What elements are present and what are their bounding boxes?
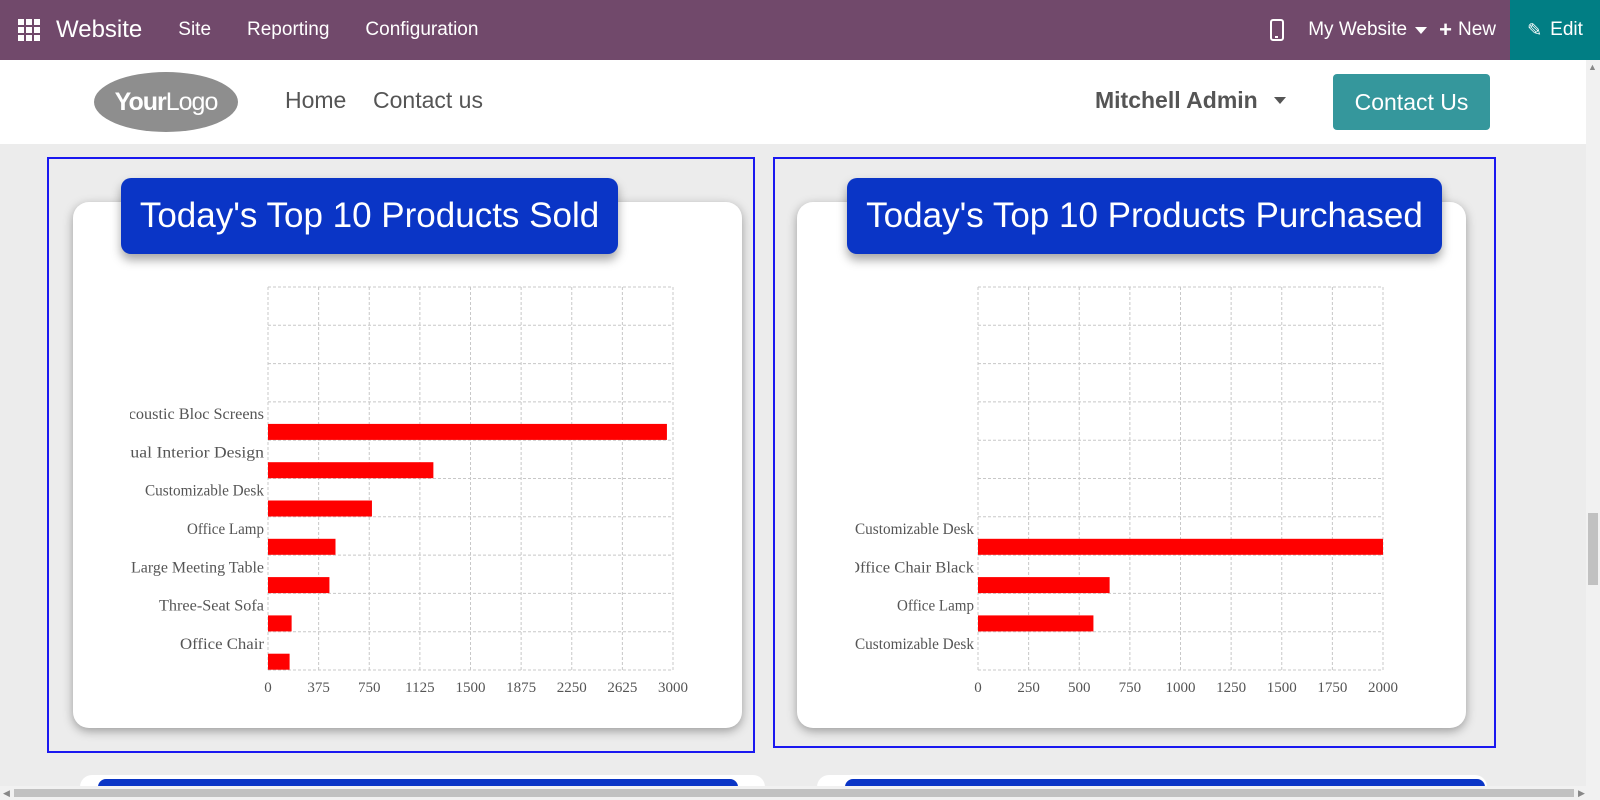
- panel-products-sold: [47, 157, 755, 753]
- category-label: Customizable Desk: [855, 636, 974, 653]
- user-name: Mitchell Admin: [1095, 87, 1258, 113]
- edit-button[interactable]: ✎ Edit: [1510, 0, 1600, 60]
- new-button[interactable]: + New: [1439, 17, 1496, 43]
- scroll-left-arrow-icon[interactable]: ◀: [3, 788, 10, 798]
- bar[interactable]: [268, 423, 667, 440]
- bar[interactable]: [978, 577, 1110, 594]
- category-label: Office Lamp: [187, 521, 264, 538]
- logo-text: Logo: [165, 87, 219, 116]
- bar-chart-products-sold: 0 375 750 1125 1500 1875 2250 2625 3000 Acoustic …: [130, 286, 688, 696]
- menu-configuration[interactable]: Configuration: [365, 19, 479, 40]
- nav-home[interactable]: Home: [285, 87, 347, 113]
- bar[interactable]: [268, 615, 292, 632]
- category-label: Virtual Interior Design: [130, 444, 264, 461]
- category-label: Acoustic Bloc Screens: [130, 406, 264, 423]
- category-label: Office Chair Black: [855, 559, 974, 576]
- site-logo[interactable]: Your Logo: [94, 72, 238, 132]
- caret-down-icon: [1415, 26, 1428, 34]
- scroll-right-arrow-icon[interactable]: ▶: [1578, 788, 1585, 798]
- bar[interactable]: [268, 538, 336, 555]
- x-tick-label: 750: [1119, 680, 1142, 696]
- caret-down-icon: [1273, 97, 1286, 104]
- mobile-preview-icon[interactable]: [1270, 19, 1285, 41]
- x-tick-label: 3000: [658, 680, 688, 696]
- new-button-label: New: [1457, 19, 1496, 40]
- category-label: Large Meeting Table: [131, 559, 264, 576]
- panel-products-purchased: [773, 157, 1496, 748]
- scroll-up-arrow-icon[interactable]: ▲: [1588, 62, 1597, 72]
- website-header: Your Logo Home Contact us Mitchell Admin …: [0, 60, 1586, 144]
- x-tick-label: 0: [264, 680, 272, 696]
- card-title-products-purchased: Today's Top 10 Products Purchased: [847, 178, 1442, 254]
- website-selector[interactable]: My Website: [1308, 19, 1428, 41]
- x-tick-label: 1500: [1267, 680, 1297, 696]
- nav-contact-us[interactable]: Contact us: [373, 87, 483, 113]
- card-title-products-sold: Today's Top 10 Products Sold: [121, 178, 618, 254]
- bar[interactable]: [268, 500, 372, 517]
- x-tick-label: 250: [1017, 680, 1040, 696]
- x-tick-label: 1125: [405, 680, 434, 696]
- category-label: Three-Seat Sofa: [159, 598, 264, 615]
- logo-bold-text: Your: [114, 87, 167, 116]
- card-products-purchased: [797, 202, 1466, 728]
- category-label: Customizable Desk: [145, 483, 264, 500]
- x-tick-label: 375: [307, 680, 330, 696]
- edit-button-label: Edit: [1550, 19, 1583, 40]
- plus-icon: +: [1439, 17, 1452, 42]
- x-tick-label: 500: [1068, 680, 1091, 696]
- admin-topbar: Website Site Reporting Configuration My …: [0, 0, 1600, 60]
- x-tick-label: 1500: [456, 680, 486, 696]
- x-tick-label: 0: [974, 680, 982, 696]
- category-label: Office Lamp: [897, 598, 974, 615]
- category-label: Customizable Desk: [855, 521, 974, 538]
- x-tick-label: 1875: [506, 680, 536, 696]
- apps-grid-icon[interactable]: [18, 19, 40, 41]
- x-tick-label: 2000: [1368, 680, 1398, 696]
- x-tick-label: 1000: [1166, 680, 1196, 696]
- bar[interactable]: [978, 538, 1383, 555]
- vertical-scrollbar-thumb[interactable]: [1588, 513, 1598, 585]
- menu-reporting[interactable]: Reporting: [247, 19, 330, 40]
- bar-chart-products-purchased: 0 250 500 750 1000 1250 1500 1750 2000 Customizab…: [855, 286, 1398, 696]
- user-menu[interactable]: Mitchell Admin: [1095, 87, 1286, 114]
- pencil-icon: ✎: [1527, 19, 1543, 40]
- website-selector-label: My Website: [1308, 19, 1408, 40]
- x-tick-label: 750: [358, 680, 381, 696]
- bar[interactable]: [978, 615, 1094, 632]
- bar[interactable]: [268, 462, 434, 479]
- contact-us-button[interactable]: Contact Us: [1333, 74, 1490, 130]
- vertical-scrollbar[interactable]: [1586, 60, 1600, 786]
- x-tick-label: 1750: [1317, 680, 1347, 696]
- category-label: Office Chair: [180, 636, 265, 653]
- horizontal-scrollbar-thumb[interactable]: [14, 789, 1574, 797]
- x-tick-label: 1250: [1216, 680, 1246, 696]
- bar[interactable]: [268, 577, 330, 594]
- menu-site[interactable]: Site: [178, 19, 212, 40]
- app-name[interactable]: Website: [56, 16, 143, 43]
- x-tick-label: 2625: [607, 680, 637, 696]
- bar[interactable]: [268, 653, 290, 670]
- x-tick-label: 2250: [557, 680, 587, 696]
